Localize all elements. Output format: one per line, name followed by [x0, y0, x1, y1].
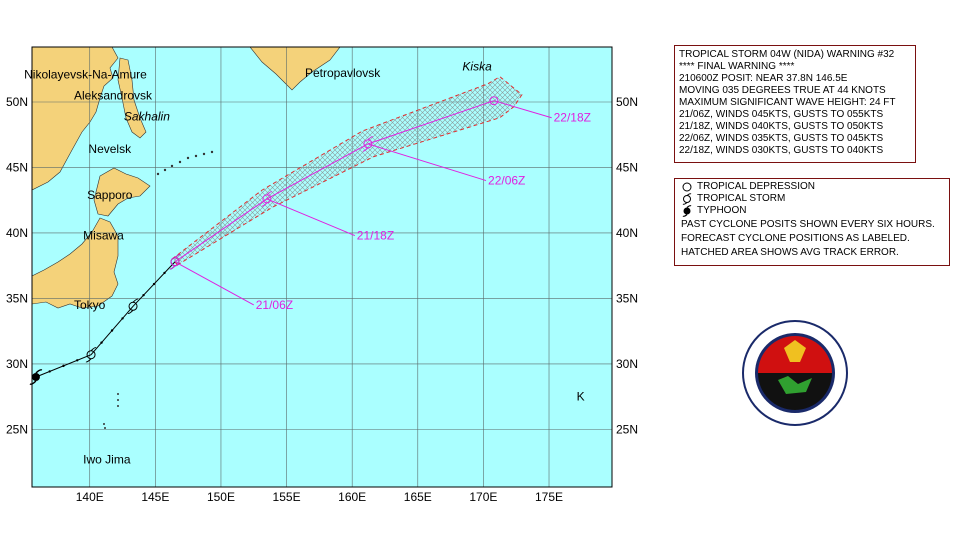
- latitude-tick-label-right: 45N: [616, 160, 638, 174]
- place-label: Nevelsk: [88, 142, 132, 156]
- warning-line: 22/18Z, WINDS 030KTS, GUSTS TO 040KTS: [679, 145, 884, 156]
- place-label: Misawa: [83, 229, 124, 243]
- forecast-cyclone-symbol: [489, 96, 499, 106]
- place-label: Iwo Jima: [83, 452, 131, 466]
- legend-note-forecast: FORECAST CYCLONE POSITIONS AS LABELED.: [681, 233, 910, 244]
- map-border: [31, 46, 613, 488]
- latitude-tick-label-left: 30N: [6, 357, 28, 371]
- warning-line: 21/06Z, WINDS 045KTS, GUSTS TO 055KTS: [679, 109, 884, 120]
- landmass-asia: [32, 47, 119, 191]
- past-posit-dot: [110, 329, 114, 332]
- forecast-label-lines: 21/06Z 21/18Z 22/06Z 22/18Z: [174, 100, 591, 312]
- place-label: Petropavlovsk: [305, 66, 381, 80]
- forecast-leader-line: [174, 261, 255, 306]
- bonin-islands: [103, 393, 119, 429]
- place-label: Aleksandrovsk: [74, 88, 153, 102]
- place-label: Tokyo: [74, 298, 106, 312]
- forecast-leader-line: [367, 143, 487, 182]
- latitude-tick-label-left: 45N: [6, 160, 28, 174]
- place-labels: Nikolayevsk-Na-Amure Aleksandrovsk Sakhali…: [24, 60, 584, 467]
- past-posit-dot: [100, 341, 103, 344]
- forecast-time-label: 22/18Z: [554, 111, 591, 125]
- latitude-tick-label-right: 50N: [616, 95, 638, 109]
- forecast-cyclone-symbol: [261, 191, 273, 207]
- longitude-tick-label: 140E: [76, 490, 104, 504]
- place-label: K: [577, 390, 585, 404]
- longitude-tick-label: 175E: [535, 490, 563, 504]
- landmass-kamchatka: [249, 47, 341, 91]
- ocean-area: [32, 47, 612, 487]
- forecast-time-label: 21/06Z: [256, 298, 293, 312]
- landmass-hokkaido: [93, 167, 151, 217]
- longitude-tick-label: 170E: [469, 490, 497, 504]
- past-posit-dot: [142, 293, 145, 297]
- latitude-tick-label-right: 30N: [616, 357, 638, 371]
- longitude-tick-label: 145E: [141, 490, 169, 504]
- place-label: Sakhalin: [124, 109, 170, 123]
- forecast-track-line: [174, 100, 495, 263]
- latitude-tick-label-right: 25N: [616, 422, 638, 436]
- depression-icon: [682, 182, 692, 192]
- warning-line: TROPICAL STORM 04W (NIDA) WARNING #32: [679, 49, 895, 60]
- forecast-cyclone-symbol: [362, 136, 374, 152]
- longitude-tick-label: 160E: [338, 490, 366, 504]
- warning-line: 21/18Z, WINDS 040KTS, GUSTS TO 050KTS: [679, 121, 884, 132]
- axis-labels: 140E 145E 150E 155E 160E 165E 170E 175E 50N 50N 45…: [6, 95, 638, 504]
- latitude-tick-label-right: 35N: [616, 291, 638, 305]
- track-error-cone: [172, 76, 523, 266]
- legend-storm: TROPICAL STORM: [681, 193, 943, 205]
- warning-line: MAXIMUM SIGNIFICANT WAVE HEIGHT: 24 FT: [679, 97, 896, 108]
- tropical-storm-icon: [682, 193, 692, 205]
- legend-note-error: HATCHED AREA SHOWS AVG TRACK ERROR.: [681, 247, 899, 258]
- warning-line: **** FINAL WARNING ****: [679, 61, 795, 72]
- cyclone-track: [29, 96, 499, 385]
- legend-typhoon: TYPHOON: [681, 205, 943, 217]
- longitude-tick-label: 165E: [404, 490, 432, 504]
- latitude-tick-label-left: 25N: [6, 422, 28, 436]
- legend-depression-label: TROPICAL DEPRESSION: [697, 181, 815, 192]
- longitude-tick-label: 150E: [207, 490, 235, 504]
- warning-panel: TROPICAL STORM 04W (NIDA) WARNING #32 **…: [674, 45, 916, 163]
- longitude-tick-label: 155E: [273, 490, 301, 504]
- latitude-tick-label-left: 35N: [6, 291, 28, 305]
- past-posit-dot: [76, 359, 79, 362]
- land-masses: [32, 47, 341, 429]
- legend-panel: TROPICAL DEPRESSION TROPICAL STORM TYPHO…: [674, 178, 950, 266]
- landmass-honshu: [32, 217, 119, 309]
- past-posit-dot: [152, 282, 156, 286]
- past-posit-dot: [48, 370, 51, 373]
- legend-depression: TROPICAL DEPRESSION: [681, 181, 943, 193]
- typhoon-icon: [682, 205, 692, 217]
- legend-note-past: PAST CYCLONE POSITS SHOWN EVERY SIX HOUR…: [681, 219, 935, 230]
- warning-line: MOVING 035 DEGREES TRUE AT 44 KNOTS: [679, 85, 886, 96]
- kuril-islands: [156, 150, 214, 176]
- latitude-tick-label-right: 40N: [616, 226, 638, 240]
- past-posit-dot: [121, 317, 124, 320]
- legend-storm-label: TROPICAL STORM: [697, 193, 786, 204]
- warning-line: 22/06Z, WINDS 035KTS, GUSTS TO 045KTS: [679, 133, 884, 144]
- forecast-time-label: 22/06Z: [488, 174, 525, 188]
- past-cyclone-symbol: [127, 298, 139, 314]
- latitude-tick-label-left: 40N: [6, 226, 28, 240]
- place-label: Nikolayevsk-Na-Amure: [24, 67, 147, 81]
- landmass-sakhalin: [117, 57, 147, 139]
- warning-line: 210600Z POSIT: NEAR 37.8N 146.5E: [679, 73, 848, 84]
- forecast-leader-line: [493, 100, 552, 119]
- track-error-area: [172, 76, 523, 266]
- jtwc-seal-logo: [742, 320, 848, 426]
- past-cyclone-symbol: [85, 347, 97, 363]
- place-label: Kiska: [462, 60, 492, 74]
- place-label: Sapporo: [87, 188, 133, 202]
- forecast-time-label: 21/18Z: [357, 229, 394, 243]
- forecast-leader-line: [266, 198, 355, 237]
- forecast-cyclone-symbol: [169, 254, 181, 270]
- legend-typhoon-label: TYPHOON: [697, 205, 747, 216]
- past-posit-dot: [62, 364, 65, 368]
- past-posit-dot: [163, 271, 166, 275]
- latitude-tick-label-left: 50N: [6, 95, 28, 109]
